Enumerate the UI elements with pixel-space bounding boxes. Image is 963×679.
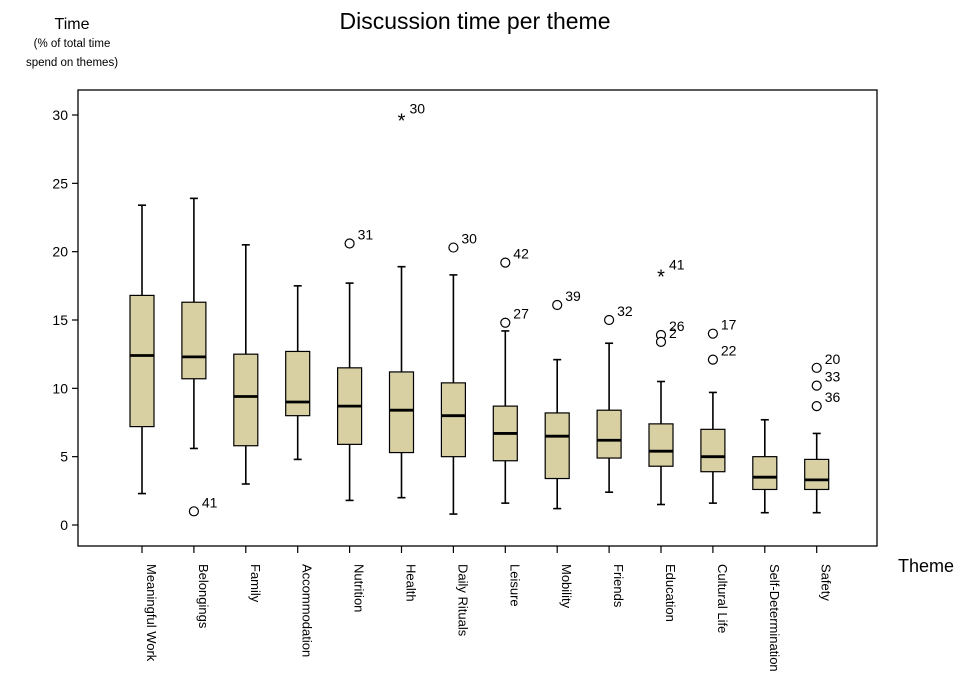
outlier-label: 39 bbox=[565, 288, 581, 304]
box bbox=[648, 423, 674, 467]
y-tick-label: 10 bbox=[52, 380, 68, 396]
outlier-label: 41 bbox=[202, 494, 218, 510]
box bbox=[440, 382, 466, 458]
extreme-outlier-marker: * bbox=[657, 267, 665, 289]
box bbox=[596, 409, 622, 459]
x-tick-label: Safety bbox=[819, 564, 834, 601]
box bbox=[388, 371, 415, 454]
outlier-label: 36 bbox=[825, 389, 841, 405]
outlier-marker bbox=[552, 299, 563, 311]
x-tick-label: Cultural Life bbox=[715, 564, 730, 633]
box bbox=[181, 301, 207, 380]
outlier-label: 17 bbox=[721, 317, 737, 333]
outlier-label: 31 bbox=[358, 226, 374, 242]
x-tick-label: Health bbox=[404, 564, 419, 602]
outlier-marker bbox=[811, 380, 822, 391]
outlier-label: 32 bbox=[617, 303, 633, 319]
x-tick-label: Mobility bbox=[559, 564, 574, 609]
plot-frame bbox=[77, 89, 878, 547]
outlier-marker bbox=[448, 242, 459, 253]
x-tick-label: Meaningful Work bbox=[144, 564, 159, 662]
box bbox=[129, 294, 155, 428]
outlier-label: 41 bbox=[669, 257, 685, 273]
outlier-marker bbox=[188, 506, 199, 517]
outlier-label: 22 bbox=[721, 343, 737, 359]
x-tick-label: Family bbox=[248, 564, 263, 603]
outlier-marker bbox=[707, 328, 719, 339]
y-tick-label: 5 bbox=[60, 449, 68, 465]
chart-title: Discussion time per theme bbox=[339, 8, 611, 34]
x-tick-label: Nutrition bbox=[352, 564, 367, 612]
x-tick-label: Accommodation bbox=[300, 564, 315, 657]
box bbox=[233, 353, 259, 447]
x-tick-label: Daily Rituals bbox=[455, 564, 470, 637]
y-axis-title: Time (% of total time spend on themes) bbox=[24, 16, 120, 72]
outlier-marker bbox=[655, 336, 667, 347]
outlier-label: 33 bbox=[825, 369, 841, 385]
box bbox=[804, 458, 830, 491]
outlier-label: 2 bbox=[669, 325, 677, 341]
box bbox=[544, 412, 570, 480]
outlier-label: 30 bbox=[410, 101, 426, 117]
extreme-outlier-marker: * bbox=[398, 111, 406, 133]
y-axis-sublabel-line-1: (% of total time bbox=[33, 38, 111, 50]
x-tick-label: Education bbox=[663, 564, 678, 622]
y-axis-sublabel-line-2: spend on themes) bbox=[25, 57, 119, 69]
outlier-label: 20 bbox=[825, 351, 841, 367]
box bbox=[752, 456, 778, 491]
outlier-marker bbox=[707, 354, 719, 365]
outlier-marker bbox=[603, 314, 615, 326]
outlier-marker bbox=[500, 317, 511, 328]
x-tick-label: Belongings bbox=[196, 564, 211, 629]
outlier-marker bbox=[500, 257, 511, 268]
y-tick-label: 20 bbox=[52, 244, 68, 260]
y-tick-label: 30 bbox=[52, 107, 68, 123]
outlier-marker bbox=[811, 362, 822, 373]
outlier-label: 42 bbox=[513, 246, 529, 262]
x-tick-label: Friends bbox=[611, 564, 626, 608]
outlier-marker bbox=[811, 401, 822, 412]
x-tick-label: Self-Determination bbox=[767, 564, 782, 672]
y-tick-label: 25 bbox=[52, 175, 68, 191]
outlier-label: 26 bbox=[669, 318, 685, 334]
y-tick-label: 15 bbox=[52, 312, 68, 328]
x-axis-title: Theme bbox=[898, 556, 955, 576]
outlier-label: 27 bbox=[513, 306, 529, 322]
box bbox=[285, 350, 311, 417]
y-tick-label: 0 bbox=[60, 517, 68, 533]
box bbox=[700, 428, 726, 473]
outlier-label: 30 bbox=[461, 231, 477, 247]
x-tick-label: Leisure bbox=[507, 564, 522, 607]
outlier-marker bbox=[344, 238, 355, 249]
y-axis-label: Time bbox=[54, 16, 90, 33]
